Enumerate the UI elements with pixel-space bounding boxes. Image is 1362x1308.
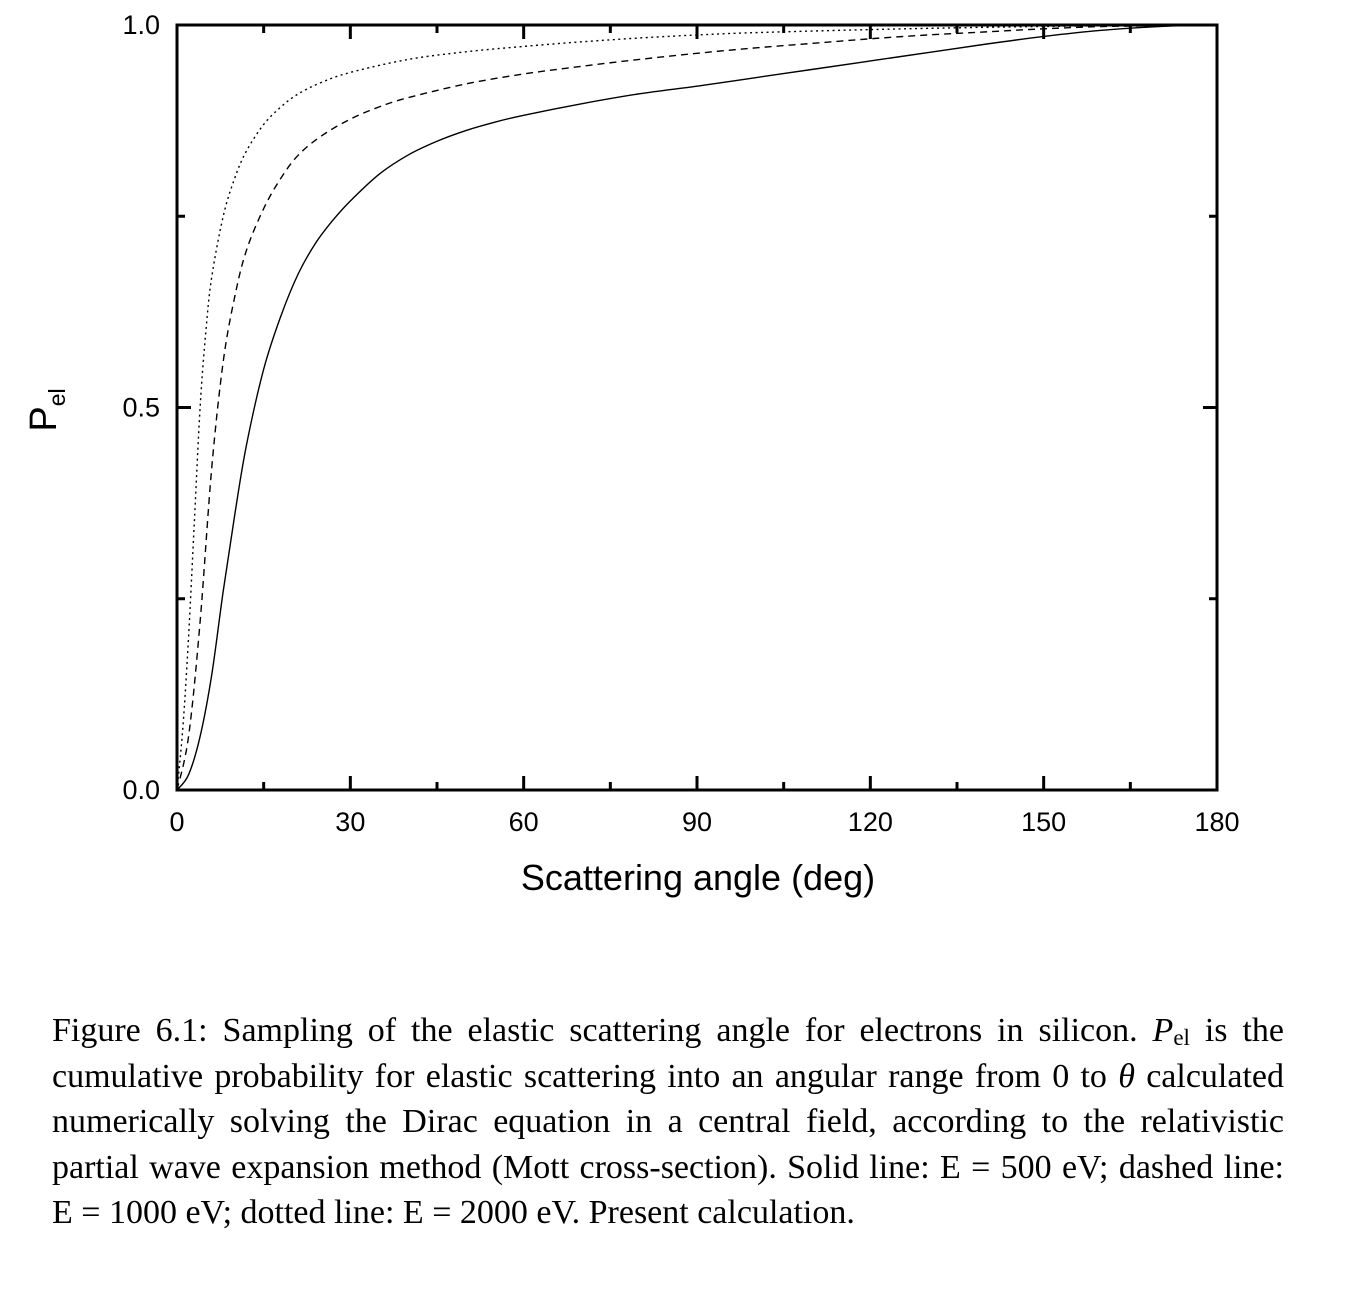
ticks [175, 23, 1219, 792]
x-tick-label: 30 [335, 807, 365, 837]
series-dashed-line [176, 24, 1218, 791]
figure-caption: Figure 6.1: Sampling of the elastic scat… [52, 1008, 1284, 1236]
y-axis-title: Pel [23, 388, 70, 431]
y-tick-label: 0.0 [122, 775, 160, 805]
svg-text:Pel: Pel [23, 388, 70, 431]
x-axis-title: Scattering angle (deg) [521, 857, 875, 898]
x-tick-label: 150 [1021, 807, 1066, 837]
y-tick-label: 0.5 [122, 393, 160, 423]
y-axis-title-sub: el [44, 388, 70, 406]
plot-frame [175, 23, 1219, 792]
tick-labels: 0 30 60 90 120 150 180 0.0 0.5 1.0 [122, 10, 1239, 837]
y-tick-label: 1.0 [122, 10, 160, 40]
chart: 0 30 60 90 120 150 180 0.0 0.5 1.0 Scattering ang… [23, 10, 1240, 898]
y-axis-title-main: P [23, 406, 65, 431]
caption-p-sub: el [1173, 1025, 1190, 1050]
caption-part3: calculated numerically solving the Dirac… [52, 1057, 1284, 1232]
caption-part2: is the cumulative probability for elasti… [52, 1012, 1284, 1095]
curves [176, 24, 1218, 791]
caption-part1: Figure 6.1: Sampling of the elastic scat… [52, 1012, 1138, 1049]
caption-p-symbol: P [1152, 1012, 1174, 1049]
caption-theta: θ [1118, 1057, 1135, 1095]
x-tick-label: 90 [682, 807, 712, 837]
x-tick-label: 60 [509, 807, 539, 837]
series-dotted-line [176, 24, 1218, 791]
x-tick-label: 120 [848, 807, 893, 837]
x-tick-label: 180 [1194, 807, 1239, 837]
x-tick-label: 0 [169, 807, 184, 837]
series-solid-line [176, 24, 1218, 791]
